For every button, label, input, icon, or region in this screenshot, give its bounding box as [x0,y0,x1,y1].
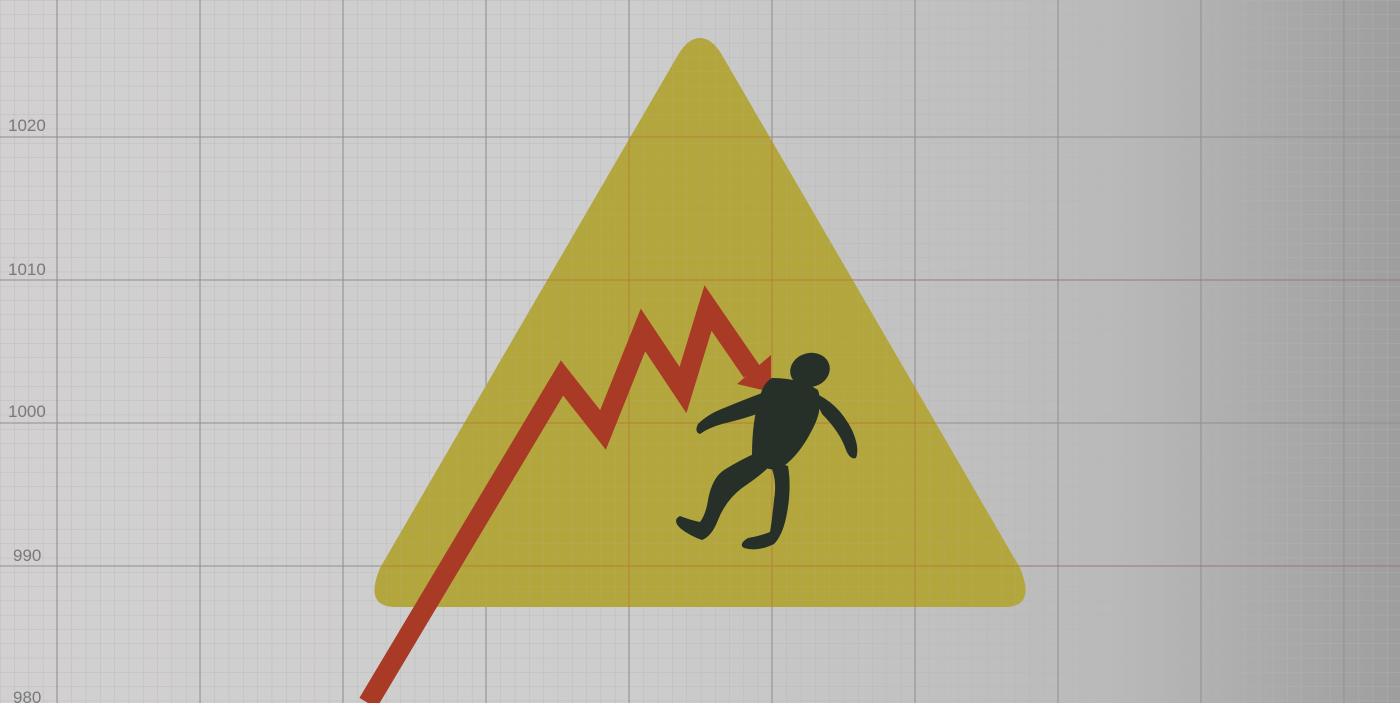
tick-label-1020: 1020 [8,116,46,135]
tick-label-1010: 1010 [8,260,46,279]
tick-label-1000: 1000 [8,402,46,421]
zigzag-arrow-icon [359,285,771,703]
falling-person-icon [676,352,858,550]
tick-label-990: 990 [13,546,41,565]
tick-label-980: 980 [13,688,41,703]
axis-tick-labels: 1020 1010 1000 990 980 [8,116,46,703]
